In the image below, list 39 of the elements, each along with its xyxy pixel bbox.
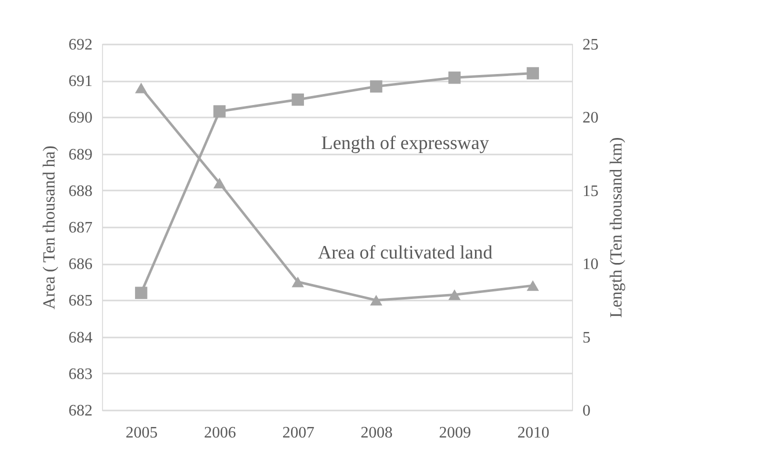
y-tick-label: 685: [68, 292, 92, 310]
point: [213, 105, 226, 118]
y2-tick-label: 15: [582, 182, 598, 200]
point: [526, 67, 539, 80]
y-tick-label: 686: [68, 256, 92, 274]
y-tick-label: 683: [68, 366, 92, 383]
series-label: Area of cultivated land: [318, 242, 493, 264]
x-tick-label: 2007: [282, 424, 314, 442]
point: [135, 286, 148, 300]
x-tick-label: 2009: [439, 424, 471, 442]
y2-tick-label: 10: [582, 256, 598, 274]
point: [526, 280, 539, 291]
y-tick-label: 682: [68, 402, 92, 420]
point: [292, 94, 304, 106]
y2-tick-label: 20: [582, 110, 598, 127]
point: [292, 276, 304, 288]
y2-axis-title: Length (Ten thousand km): [606, 137, 626, 318]
y2-tick-label: 5: [582, 329, 590, 346]
y-tick-label: 684: [68, 329, 92, 346]
x-tick-label: 2005: [126, 424, 158, 442]
point: [370, 294, 382, 306]
y2-tick-label: 0: [582, 402, 590, 420]
y-tick-label: 691: [68, 73, 92, 90]
y-tick-label: 689: [68, 146, 92, 164]
x-tick-label: 2008: [360, 424, 393, 442]
point: [370, 80, 382, 93]
y2-tick-label: 25: [582, 36, 598, 54]
x-tick-label: 2006: [204, 424, 236, 442]
point: [135, 82, 148, 94]
y-tick-label: 687: [68, 220, 92, 236]
point: [448, 72, 461, 84]
y-tick-label: 690: [68, 110, 92, 127]
y-axis-title: Area ( Ten thousand ha): [40, 146, 58, 310]
y-tick-label: 692: [68, 36, 92, 54]
series-label: Length of expressway: [321, 132, 490, 154]
y-tick-label: 688: [68, 182, 92, 200]
x-tick-label: 2010: [517, 424, 550, 442]
point: [213, 178, 226, 188]
point: [448, 289, 461, 300]
